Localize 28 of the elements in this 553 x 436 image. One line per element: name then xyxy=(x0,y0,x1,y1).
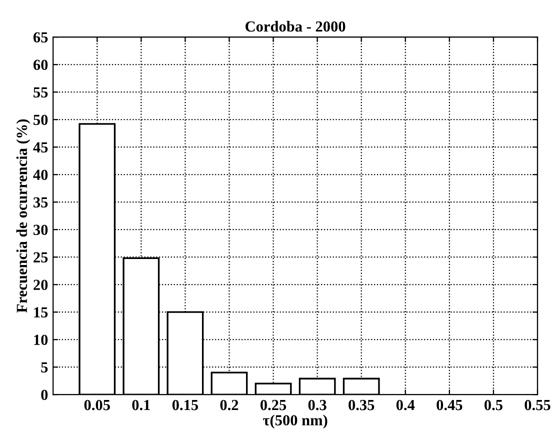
y-tick-label: 55 xyxy=(34,87,48,98)
x-tick-label: 0.25 xyxy=(260,400,286,410)
y-tick-label: 50 xyxy=(34,114,48,126)
y-tick-label: 35 xyxy=(34,197,48,208)
x-tick-label: 0.1 xyxy=(132,400,150,410)
y-tick-label: 60 xyxy=(33,60,48,70)
y-tick-label: 5 xyxy=(41,362,48,373)
y-tick-label: 65 xyxy=(33,32,48,43)
x-tick-label: 0.45 xyxy=(436,400,462,410)
x-tick-label: 0.35 xyxy=(348,400,374,410)
y-tick-label: 40 xyxy=(33,170,48,180)
chart-title: Cordoba - 2000 xyxy=(246,20,346,32)
x-tick-label: 0.5 xyxy=(484,400,502,410)
x-tick-label: 0.15 xyxy=(172,400,198,410)
y-axis-title: Frecuencia de ocurrencia (%) xyxy=(16,119,30,313)
y-tick-label: 10 xyxy=(34,334,48,346)
x-tick-label: 0.2 xyxy=(220,400,238,410)
y-tick-label: 0 xyxy=(41,390,48,400)
y-tick-label: 20 xyxy=(34,280,48,290)
y-tick-label: 45 xyxy=(33,142,48,153)
y-tick-label: 15 xyxy=(34,307,48,318)
y-tick-label: 30 xyxy=(34,224,48,236)
x-tick-label: 0.05 xyxy=(84,400,110,410)
x-tick-label: 0.55 xyxy=(524,400,550,410)
x-axis-title: τ(500 nm) xyxy=(263,414,328,429)
y-tick-label: 25 xyxy=(34,252,48,263)
x-tick-label: 0.4 xyxy=(396,400,415,410)
x-tick-label: 0.3 xyxy=(308,400,326,410)
